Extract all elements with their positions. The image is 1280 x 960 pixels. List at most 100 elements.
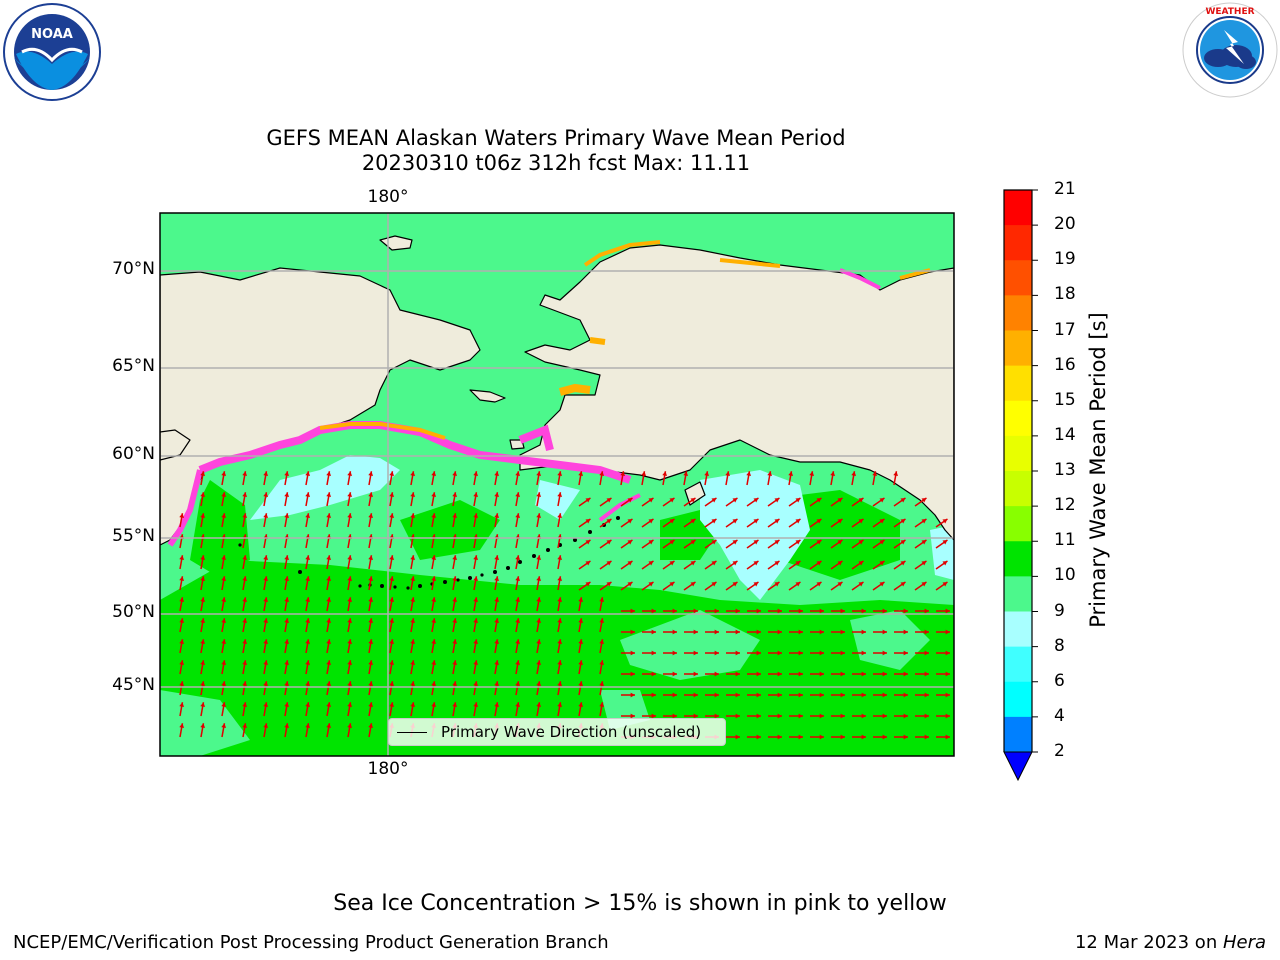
- wave-arrow-head: [242, 471, 248, 476]
- wave-arrow-head: [473, 471, 479, 476]
- wave-arrow-head: [242, 681, 248, 686]
- wave-arrow-head: [648, 518, 654, 524]
- lat-label-55: 55°N: [112, 526, 155, 546]
- wave-arrow-head: [683, 471, 689, 476]
- wave-arrow-head: [921, 581, 927, 587]
- wave-arrow-head: [284, 576, 290, 581]
- wave-arrow-head: [819, 650, 824, 656]
- wave-arrow-head: [693, 650, 698, 656]
- wave-arrow-head: [305, 681, 311, 686]
- wave-arrow-head: [627, 581, 633, 587]
- wave-arrow-head: [368, 597, 374, 602]
- wave-arrow-head: [882, 629, 887, 635]
- wave-arrow-head: [942, 539, 948, 545]
- wave-arrow-head: [704, 471, 710, 476]
- wave-arrow-head: [494, 702, 500, 707]
- wave-arrow-head: [410, 660, 416, 665]
- wave-arrow-head: [585, 560, 591, 566]
- wave-arrow-head: [494, 513, 500, 518]
- wave-arrow-head: [882, 692, 887, 698]
- wave-arrow-head: [452, 660, 458, 665]
- wave-arrow-head: [924, 608, 929, 614]
- wave-arrow-head: [326, 681, 332, 686]
- wave-arrow-head: [410, 597, 416, 602]
- wave-arrow-head: [819, 713, 824, 719]
- wave-arrow-head: [515, 471, 521, 476]
- wave-arrow-head: [431, 618, 437, 623]
- wave-arrow-head: [585, 539, 591, 545]
- wave-arrow-head: [452, 492, 458, 497]
- wave-arrow-head: [410, 576, 416, 581]
- wave-arrow-head: [536, 555, 542, 560]
- wave-arrow-head: [536, 639, 542, 644]
- wave-arrow-head: [777, 671, 782, 677]
- wave-arrow-head: [347, 471, 353, 476]
- wave-arrow-head: [557, 681, 563, 686]
- colorbar-segment: [1004, 260, 1032, 296]
- wave-arrow-head: [179, 597, 185, 602]
- colorbar-tick-label: 9: [1054, 600, 1065, 621]
- wave-arrow-head: [494, 492, 500, 497]
- legend-line-swatch: [397, 732, 427, 733]
- colorbar-tick-label: 16: [1054, 354, 1076, 375]
- wave-arrow-head: [777, 734, 782, 740]
- wave-arrow-head: [221, 681, 227, 686]
- wave-arrow-head: [263, 471, 269, 476]
- wave-arrow-head: [431, 660, 437, 665]
- wave-arrow-head: [599, 471, 605, 476]
- wave-arrow-head: [627, 560, 633, 566]
- wave-arrow-head: [578, 660, 584, 665]
- wave-arrow-head: [578, 618, 584, 623]
- colorbar-tick-label: 10: [1054, 565, 1076, 586]
- wave-arrow-head: [578, 702, 584, 707]
- wave-arrow-head: [284, 702, 290, 707]
- wave-arrow-head: [515, 555, 521, 560]
- wave-arrow-head: [606, 497, 612, 503]
- wave-arrow-head: [347, 618, 353, 623]
- wave-arrow-head: [777, 629, 782, 635]
- wave-arrow-head: [284, 681, 290, 686]
- wave-arrow-head: [648, 497, 654, 503]
- wave-arrow-head: [921, 560, 927, 566]
- wave-arrow-head: [735, 671, 740, 677]
- wave-arrow-head: [263, 618, 269, 623]
- wave-arrow-head: [452, 639, 458, 644]
- wave-arrow-head: [861, 629, 866, 635]
- wave-arrow-head: [494, 597, 500, 602]
- wave-arrow-head: [651, 713, 656, 719]
- wave-arrow-head: [263, 639, 269, 644]
- wave-arrow-head: [672, 629, 677, 635]
- wave-arrow-head: [711, 539, 717, 545]
- wave-arrow-head: [756, 671, 761, 677]
- wave-arrow-head: [620, 471, 626, 476]
- wave-arrow-head: [494, 555, 500, 560]
- wave-arrow-head: [711, 581, 717, 587]
- wave-arrow-head: [389, 555, 395, 560]
- wave-arrow-head: [494, 618, 500, 623]
- wave-arrow-head: [900, 539, 906, 545]
- wave-arrow-head: [326, 639, 332, 644]
- wave-arrow-head: [606, 518, 612, 524]
- wave-arrow-head: [557, 492, 563, 497]
- wave-arrow-head: [599, 702, 605, 707]
- wave-arrow-head: [714, 629, 719, 635]
- wave-arrow-head: [368, 513, 374, 518]
- chart-subtitle: 20230310 t06z 312h fcst Max: 11.11: [361, 151, 751, 175]
- wave-arrow-head: [690, 560, 696, 566]
- wave-arrow-head: [753, 560, 759, 566]
- colorbar-segment: [1004, 365, 1032, 402]
- wave-arrow-head: [882, 734, 887, 740]
- wave-arrow-head: [900, 560, 906, 566]
- wave-arrow-head: [599, 597, 605, 602]
- lat-label-45: 45°N: [112, 675, 155, 695]
- wave-arrow-head: [924, 734, 929, 740]
- wave-arrow-head: [578, 471, 584, 476]
- wave-arrow-head: [672, 650, 677, 656]
- wave-arrow-head: [389, 681, 395, 686]
- wave-arrow-head: [179, 681, 185, 686]
- sea-ice-edge: [167, 240, 931, 547]
- wave-arrow-head: [284, 639, 290, 644]
- colorbar-tick-label: 17: [1054, 319, 1076, 340]
- wave-arrow-head: [879, 497, 885, 503]
- wave-arrow-head: [536, 681, 542, 686]
